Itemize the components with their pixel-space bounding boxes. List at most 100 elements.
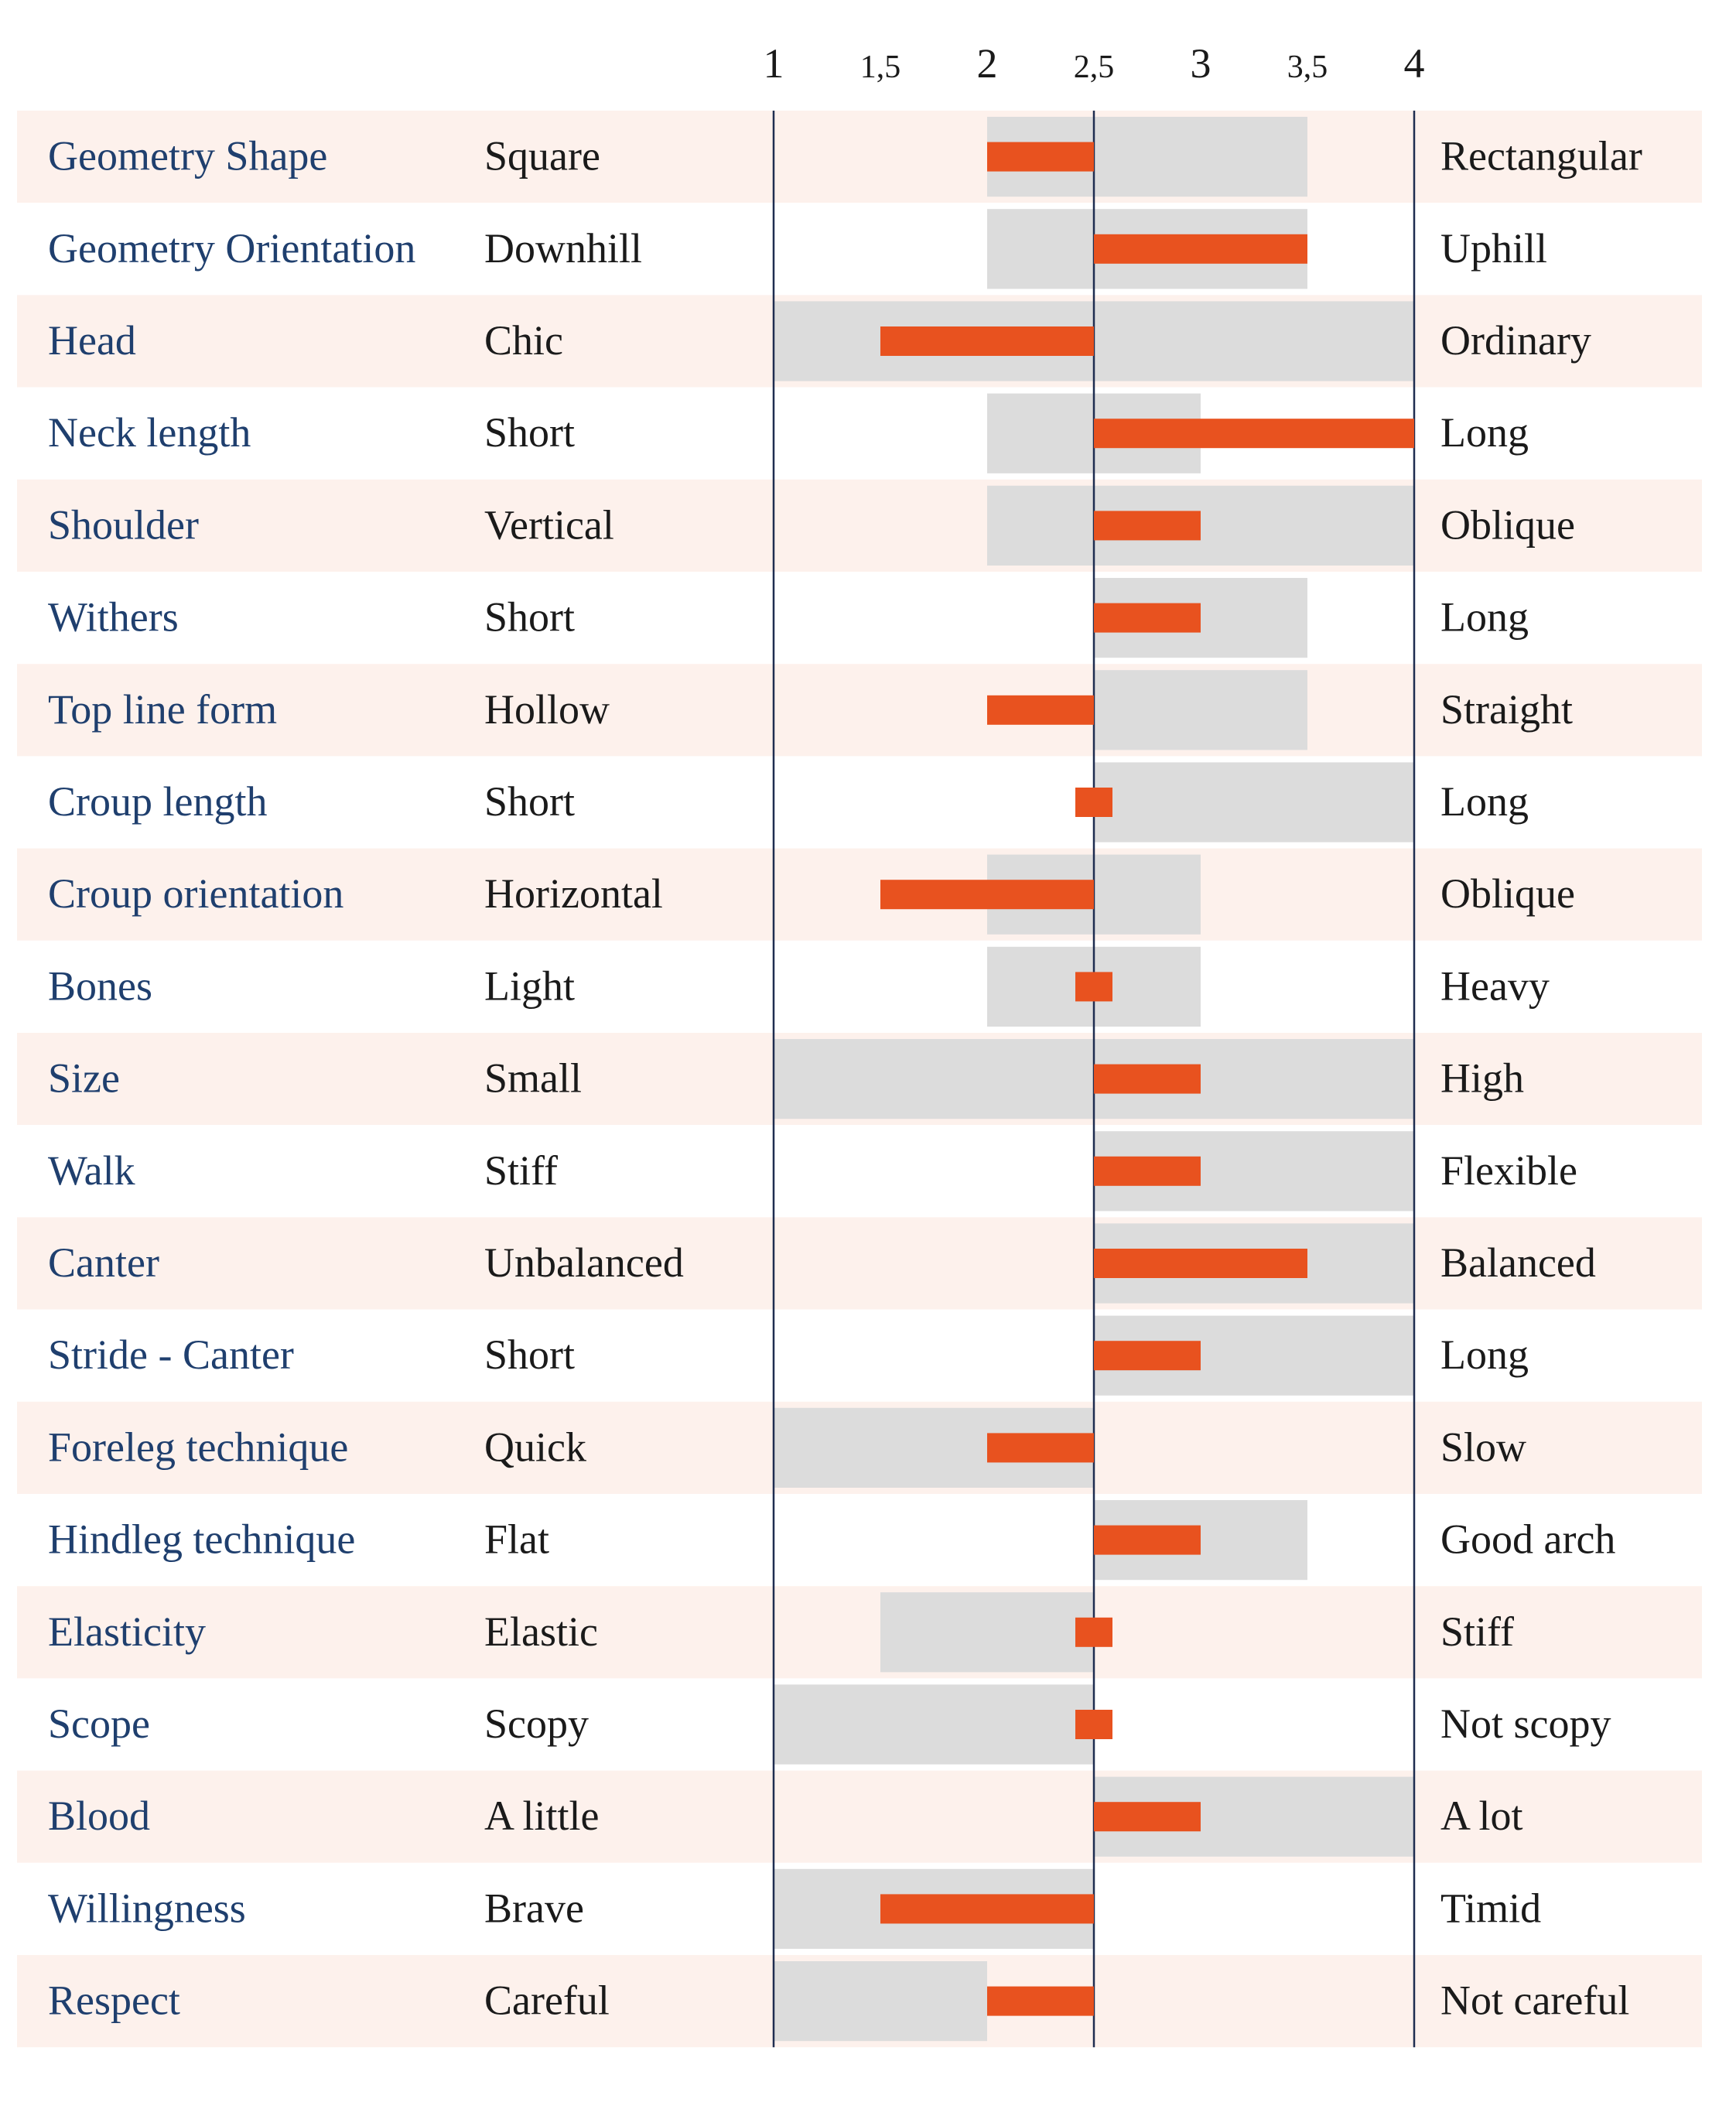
low-label: Short — [484, 778, 575, 825]
value-bars — [880, 142, 1414, 2016]
row-labels: Geometry Shape Square Rectangular Geometry … — [48, 133, 1642, 2024]
high-label: Heavy — [1440, 962, 1550, 1009]
row-band — [17, 572, 1702, 665]
row-band — [17, 756, 1702, 849]
high-label: Not scopy — [1440, 1700, 1611, 1747]
row-band — [17, 203, 1702, 296]
value-bar — [880, 326, 1094, 356]
x-tick-label: 2 — [977, 40, 998, 87]
trait-label: Shoulder — [48, 501, 199, 548]
high-label: A lot — [1440, 1793, 1523, 1839]
trait-label: Respect — [48, 1977, 180, 2024]
low-label: Hollow — [484, 686, 610, 733]
trait-label: Bones — [48, 962, 152, 1009]
low-label: Unbalanced — [484, 1239, 684, 1286]
x-tick-label: 3 — [1191, 40, 1211, 87]
low-label: Elastic — [484, 1608, 598, 1655]
value-bar — [880, 880, 1094, 910]
row-band — [17, 1309, 1702, 1402]
high-label: High — [1440, 1055, 1524, 1102]
trait-label: Size — [48, 1055, 120, 1102]
value-bar — [1094, 1802, 1201, 1832]
high-label: Long — [1440, 409, 1529, 456]
trait-label: Croup orientation — [48, 870, 343, 917]
trait-label: Hindleg technique — [48, 1516, 355, 1563]
range-bar — [880, 1592, 1094, 1673]
x-tick-labels: 1 1,5 2 2,5 3 3,5 4 — [764, 40, 1425, 87]
row-band — [17, 1770, 1702, 1863]
low-label: Flat — [484, 1516, 549, 1563]
low-label: Horizontal — [484, 870, 663, 917]
trait-label: Elasticity — [48, 1608, 206, 1655]
value-bar — [1075, 788, 1112, 817]
low-label: Downhill — [484, 225, 642, 272]
high-label: Uphill — [1440, 225, 1547, 272]
high-label: Good arch — [1440, 1516, 1615, 1563]
trait-label: Canter — [48, 1239, 159, 1286]
low-label: Vertical — [484, 501, 614, 548]
high-label: Balanced — [1440, 1239, 1596, 1286]
trait-label: Willingness — [48, 1885, 246, 1931]
low-label: Stiff — [484, 1147, 558, 1194]
value-bar — [987, 1986, 1094, 2016]
high-label: Flexible — [1440, 1147, 1577, 1194]
x-tick-label: 1 — [764, 40, 784, 87]
value-bar — [1094, 1249, 1307, 1278]
value-bar — [1094, 1064, 1201, 1094]
high-label: Long — [1440, 594, 1529, 641]
low-label: Scopy — [484, 1700, 589, 1747]
high-label: Timid — [1440, 1885, 1541, 1931]
trait-label: Stride - Canter — [48, 1331, 294, 1378]
high-label: Not careful — [1440, 1977, 1629, 2024]
x-tick-label: 2,5 — [1074, 50, 1115, 85]
low-label: Square — [484, 133, 600, 179]
high-label: Stiff — [1440, 1608, 1514, 1655]
range-bar — [774, 1961, 987, 2042]
trait-label: Head — [48, 317, 136, 364]
high-label: Straight — [1440, 686, 1573, 733]
row-band — [17, 848, 1702, 941]
value-bar — [1094, 603, 1201, 633]
row-band — [17, 1586, 1702, 1679]
trait-label: Scope — [48, 1700, 150, 1747]
high-label: Slow — [1440, 1424, 1526, 1470]
row-band — [17, 387, 1702, 480]
row-band — [17, 664, 1702, 757]
low-label: A little — [484, 1793, 600, 1839]
trait-label: Walk — [48, 1147, 135, 1194]
range-bar — [1094, 670, 1307, 750]
row-band — [17, 479, 1702, 572]
row-band — [17, 1125, 1702, 1218]
trait-label: Blood — [48, 1793, 150, 1839]
value-bar — [987, 142, 1094, 172]
low-label: Brave — [484, 1885, 584, 1931]
value-bar — [1094, 1525, 1201, 1555]
trait-label: Neck length — [48, 409, 251, 456]
trait-label: Geometry Orientation — [48, 225, 415, 272]
x-tick-label: 3,5 — [1287, 50, 1328, 85]
low-label: Short — [484, 1331, 575, 1378]
x-tick-label: 1,5 — [860, 50, 901, 85]
value-bar — [1094, 1156, 1201, 1186]
row-band — [17, 1217, 1702, 1310]
high-label: Oblique — [1440, 501, 1575, 548]
high-label: Rectangular — [1440, 133, 1642, 179]
high-label: Long — [1440, 778, 1529, 825]
value-bar — [1094, 419, 1414, 449]
row-band — [17, 1494, 1702, 1587]
value-bar — [1075, 1617, 1112, 1647]
low-label: Chic — [484, 317, 563, 364]
row-band — [17, 940, 1702, 1033]
range-bar — [774, 1684, 1094, 1765]
high-label: Ordinary — [1440, 317, 1591, 364]
low-label: Small — [484, 1055, 582, 1102]
high-label: Oblique — [1440, 870, 1575, 917]
row-band — [17, 111, 1702, 203]
range-bar — [1094, 762, 1414, 843]
value-bar — [1094, 1341, 1201, 1371]
row-bands — [17, 111, 1702, 2048]
value-bar — [880, 1894, 1094, 1924]
low-label: Short — [484, 409, 575, 456]
value-bar — [1094, 511, 1201, 541]
